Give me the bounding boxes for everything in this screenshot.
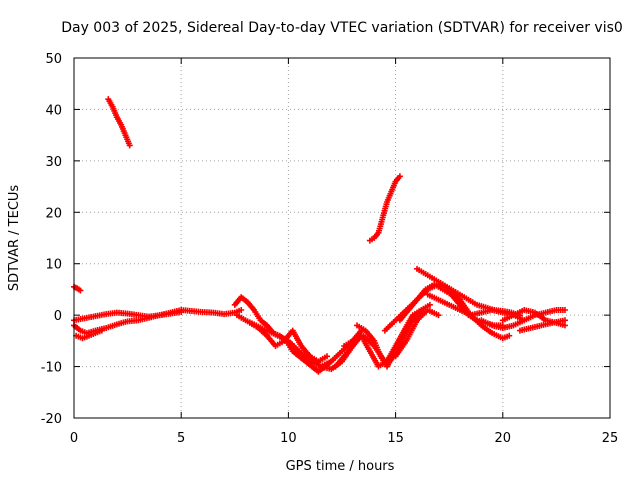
y-tick-label: -20 xyxy=(41,412,62,427)
chart-title: Day 003 of 2025, Sidereal Day-to-day VTE… xyxy=(61,20,623,36)
series-arc-6 xyxy=(73,327,105,342)
series-arc-13 xyxy=(354,301,433,370)
plot-frame xyxy=(73,57,611,419)
data-point xyxy=(561,307,568,313)
series-arc-1 xyxy=(71,283,84,294)
y-axis-ticks: -20 -10 0 10 20 30 40 50 xyxy=(41,52,610,427)
series-arc-9 xyxy=(246,319,330,365)
x-tick-label: 10 xyxy=(280,431,297,446)
data-point xyxy=(561,317,568,324)
grid xyxy=(74,58,610,418)
data-point xyxy=(77,287,84,294)
x-tick-label: 20 xyxy=(495,431,512,446)
series-arc-5 xyxy=(71,309,185,324)
y-tick-label: 50 xyxy=(45,52,62,67)
y-tick-label: -10 xyxy=(41,361,62,376)
data-point xyxy=(506,332,513,339)
x-axis-ticks: 0 5 10 15 20 25 xyxy=(70,58,618,446)
data-point xyxy=(323,353,330,360)
series-arc-3 xyxy=(366,173,403,244)
x-tick-label: 5 xyxy=(177,431,185,446)
x-tick-label: 15 xyxy=(387,431,404,446)
data-point xyxy=(396,173,403,180)
y-axis-label: SDTVAR / TECUs xyxy=(7,185,22,292)
data-point xyxy=(98,327,105,334)
x-tick-label: 25 xyxy=(602,431,619,446)
data-point xyxy=(238,307,245,313)
data-marks xyxy=(71,96,568,375)
x-tick-label: 0 xyxy=(70,431,78,446)
data-point xyxy=(561,322,568,329)
data-point xyxy=(426,301,433,308)
y-tick-label: 30 xyxy=(45,155,62,170)
y-tick-label: 20 xyxy=(45,206,62,221)
series-arc-20 xyxy=(516,317,568,334)
data-point xyxy=(178,309,185,316)
data-point xyxy=(126,142,133,149)
x-axis-label: GPS time / hours xyxy=(286,459,395,474)
series-arc-2 xyxy=(105,96,133,149)
y-tick-label: 40 xyxy=(45,103,62,118)
y-tick-label: 10 xyxy=(45,258,62,273)
y-tick-label: 0 xyxy=(54,309,62,324)
data-point xyxy=(435,312,442,319)
